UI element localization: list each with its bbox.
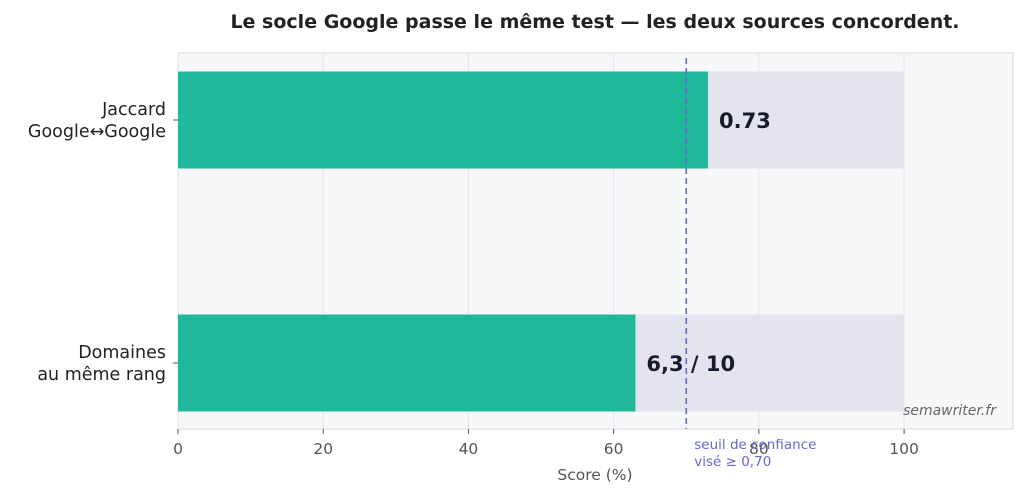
bar [178, 71, 709, 169]
category-label: Domaines [78, 343, 166, 363]
category-label: Google↔Google [28, 122, 166, 142]
bars: 0.73 6,3 / 10 [178, 71, 905, 412]
bar [178, 314, 636, 412]
x-tick-label: 0 [173, 440, 183, 458]
x-tick-label: 40 [459, 440, 479, 458]
x-tick-label: 60 [604, 440, 624, 458]
x-tick-label: 20 [313, 440, 333, 458]
x-tick-label: 100 [889, 440, 919, 458]
value-label: 6,3 / 10 [646, 352, 735, 376]
x-axis-label: Score (%) [557, 466, 632, 484]
watermark: semawriter.fr [903, 403, 997, 419]
threshold-label: visé ≥ 0,70 [694, 454, 771, 470]
value-label: 0.73 [719, 109, 771, 133]
category-label: Jaccard [101, 100, 166, 120]
x-tick-label: 80 [749, 440, 769, 458]
chart-title: Le socle Google passe le même test — les… [230, 11, 959, 33]
category-label: au même rang [37, 365, 166, 385]
threshold-label: seuil de confiance [694, 437, 816, 453]
